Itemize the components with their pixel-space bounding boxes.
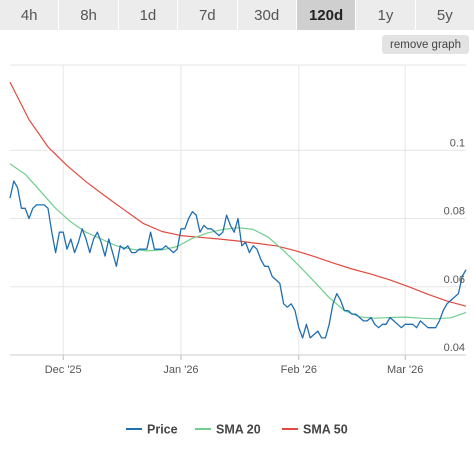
tab-8h[interactable]: 8h <box>59 0 119 30</box>
tab-30d[interactable]: 30d <box>237 0 297 30</box>
tab-5y[interactable]: 5y <box>415 0 474 30</box>
x-tick-label: Feb '26 <box>281 364 317 376</box>
legend-label[interactable]: Price <box>147 423 178 437</box>
x-tick-label: Dec '25 <box>45 364 82 376</box>
y-tick-label: 0.04 <box>444 342 465 354</box>
remove-graph-button[interactable]: remove graph <box>382 35 469 54</box>
chart-grid <box>10 64 466 356</box>
chart-axes: 0.04 0.06 0.08 0.1 Dec '25 Jan '26 Feb '26 Mar … <box>10 137 466 376</box>
legend-label[interactable]: SMA 50 <box>303 423 348 437</box>
chart-series <box>9 81 467 339</box>
tab-1y[interactable]: 1y <box>356 0 416 30</box>
series-line-sma-50 <box>9 81 467 307</box>
tab-1d[interactable]: 1d <box>118 0 179 30</box>
y-tick-label: 0.1 <box>450 137 465 149</box>
chart-legend: Price SMA 20 SMA 50 <box>126 423 348 437</box>
x-tick-label: Mar '26 <box>387 364 423 376</box>
x-tick-label: Jan '26 <box>163 364 198 376</box>
timeframe-tabs: 4h 8h 1d 7d 30d 120d 1y 5y <box>0 0 474 30</box>
tab-120d[interactable]: 120d <box>296 0 357 30</box>
tab-4h[interactable]: 4h <box>0 0 60 30</box>
legend-label[interactable]: SMA 20 <box>216 423 261 437</box>
y-tick-label: 0.06 <box>444 274 465 286</box>
tab-7d[interactable]: 7d <box>178 0 238 30</box>
y-tick-label: 0.08 <box>444 206 465 218</box>
series-line-price <box>9 180 467 339</box>
